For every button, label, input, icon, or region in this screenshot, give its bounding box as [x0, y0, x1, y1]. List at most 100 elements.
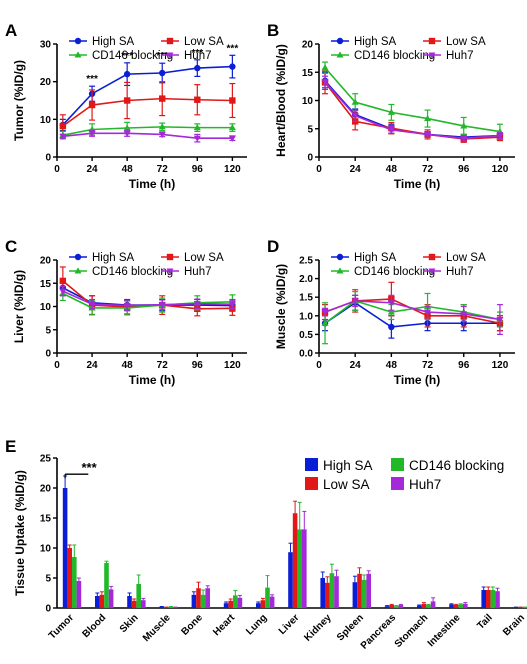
legend-marker: [428, 52, 436, 59]
y-axis-title: Heart/Blood (%ID/g): [274, 44, 288, 157]
data-point: [460, 311, 468, 318]
x-tick-label: Tail: [475, 612, 495, 632]
bar-low-sa: [486, 590, 491, 608]
bar-low-sa: [357, 573, 362, 608]
legend-item-cd146-blocking: CD146 blocking: [69, 50, 173, 62]
x-tick-label: Brain: [501, 612, 527, 638]
data-point: [194, 96, 201, 103]
y-tick-label: 15: [302, 68, 314, 79]
data-point: [158, 302, 166, 309]
x-axis-title: Time (h): [129, 373, 175, 387]
data-point: [228, 301, 236, 308]
legend-item-huh7: Huh7: [161, 266, 212, 278]
y-tick-label: 5: [45, 574, 51, 585]
legend-item-cd146-blocking: CD146 blocking: [331, 50, 435, 62]
bar-huh7: [108, 589, 114, 608]
bar-huh7: [302, 529, 307, 608]
panel-b-heart-blood-chart: B 0 5 10 15 20 0 24 48 72 96 120 Time (h) Heart/Blood…: [267, 21, 515, 191]
panel-label: E: [5, 437, 16, 456]
legend-marker: [166, 268, 174, 275]
legend-marker: [166, 52, 174, 59]
legend-label: Low SA: [323, 477, 370, 492]
legend-label: Huh7: [184, 50, 212, 62]
y-tick-label: 0: [307, 153, 313, 164]
bar-huh7: [76, 581, 82, 608]
category-muscle: Muscle: [141, 606, 178, 644]
data-point: [228, 135, 236, 142]
bar-low-sa: [196, 588, 201, 608]
y-tick-label: 10: [40, 544, 52, 555]
x-tick-label: Stomach: [393, 612, 431, 650]
legend-marker: [166, 37, 174, 45]
data-point: [424, 131, 432, 139]
legend-item-cd146-blocking: CD146 blocking: [331, 266, 435, 278]
bar-low-sa: [99, 594, 105, 608]
y-tick-label: 10: [302, 96, 314, 107]
y-tick-label: 20: [40, 77, 52, 88]
data-point: [351, 113, 359, 120]
y-tick-label: 20: [40, 256, 52, 267]
y-tick-label: 25: [40, 454, 52, 465]
series-cd146-blocking: [59, 121, 236, 140]
series-line-huh7: [324, 81, 500, 140]
significance-label: ***: [156, 51, 168, 62]
bar-low-sa: [131, 600, 137, 608]
panel-label: D: [267, 237, 279, 256]
legend-marker: [336, 267, 344, 274]
legend-label: CD146 blocking: [354, 266, 435, 278]
bar-low-sa: [228, 600, 233, 608]
bar-low-sa: [164, 607, 169, 608]
x-tick-label: Blood: [81, 612, 109, 640]
legend-label: Low SA: [184, 252, 224, 264]
legend-marker: [74, 37, 82, 45]
x-axis-title: Time (h): [394, 373, 440, 387]
legend-item-huh7: Huh7: [161, 50, 212, 62]
bar-low-sa: [421, 603, 427, 608]
x-axis-title: Time (h): [394, 177, 440, 191]
bar-huh7: [495, 591, 500, 608]
x-tick-label: 48: [122, 164, 134, 175]
bar-huh7: [366, 573, 371, 608]
legend-label: High SA: [323, 458, 373, 473]
series-line-high-sa: [324, 80, 500, 139]
category-tail: Tail: [475, 586, 500, 632]
category-brain: Brain: [501, 606, 527, 638]
x-tick-label: 48: [386, 360, 398, 371]
bar-low-sa: [260, 600, 266, 608]
series-line-huh7: [324, 300, 501, 321]
panel-label: B: [267, 21, 279, 40]
series-huh7: [59, 285, 236, 311]
legend-marker: [428, 37, 436, 45]
legend-item-huh7: Huh7: [423, 266, 474, 278]
series-line-low-sa: [62, 97, 233, 127]
bar-cd146-blocking: [522, 607, 527, 608]
y-tick-label: 10: [40, 302, 52, 313]
bar-cd146-blocking: [72, 557, 77, 608]
y-tick-label: 0.0: [299, 349, 313, 360]
data-point: [424, 309, 432, 316]
bar-low-sa: [389, 605, 394, 608]
x-tick-label: Liver: [277, 612, 302, 637]
legend-item-low-sa: Low SA: [305, 477, 370, 492]
legend-marker: [428, 268, 436, 275]
bar-low-sa: [325, 582, 330, 608]
data-point: [123, 124, 131, 131]
bar-cd146-blocking: [490, 590, 496, 608]
legend-swatch: [305, 458, 318, 471]
x-tick-label: Bone: [179, 612, 205, 638]
legend-item-cd146-blocking: CD146 blocking: [391, 458, 504, 473]
data-point: [388, 323, 395, 331]
data-point: [123, 70, 131, 78]
legend-swatch: [305, 477, 318, 490]
data-point: [387, 108, 395, 115]
bar-high-sa: [288, 552, 293, 608]
data-point: [351, 98, 359, 105]
legend-label: High SA: [92, 36, 135, 48]
bar-cd146-blocking: [426, 605, 431, 608]
y-tick-label: 0.5: [299, 330, 313, 341]
data-point: [387, 127, 395, 134]
x-tick-label: Intestine: [426, 612, 463, 649]
legend-item-high-sa: High SA: [331, 252, 397, 264]
data-point: [496, 316, 504, 324]
